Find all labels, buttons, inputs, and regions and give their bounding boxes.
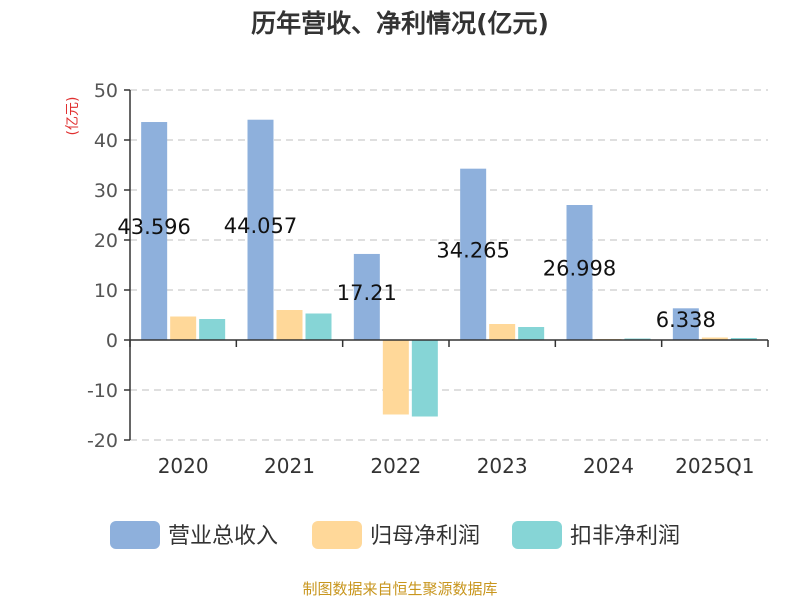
bar-3 [199,319,226,340]
bar-1 [460,168,487,340]
x-category-label: 2024 [583,454,634,478]
y-tick-label: 10 [94,280,118,302]
x-category-label: 2025Q1 [675,454,754,478]
bar-2 [701,337,728,340]
y-tick-labels: 50 40 30 20 10 0 -10 -20 [87,80,118,452]
data-label: 6.338 [656,308,716,332]
bar-1 [672,308,699,340]
data-label: 17.21 [337,281,397,305]
chart-title: 历年营收、净利情况(亿元) [251,9,549,38]
grid-lines [130,89,768,441]
x-category-label: 2023 [477,454,528,478]
data-labels: 43.596 44.057 17.21 34.265 26.998 6.338 [117,214,715,332]
source-note: 制图数据来自恒生聚源数据库 [302,580,497,598]
legend-swatch [512,521,562,549]
bar-1 [247,119,274,340]
data-label: 44.057 [224,214,297,238]
y-tick-label: 50 [94,80,118,102]
legend-label: 归母净利润 [370,524,480,549]
y-tick-label: 0 [106,330,118,352]
bar-3 [305,313,332,340]
data-label: 34.265 [436,238,509,262]
bar-2 [276,310,303,340]
legend: 营业总收入 归母净利润 扣非净利润 [110,521,680,549]
data-label: 26.998 [543,257,616,281]
bar-1 [566,205,593,340]
x-category-label: 2022 [370,454,421,478]
data-label: 43.596 [117,215,190,239]
y-tick-label: -20 [87,430,118,452]
bar-1 [141,122,168,341]
legend-label: 扣非净利润 [570,524,680,549]
legend-swatch [312,521,362,549]
y-tick-label: 30 [94,180,118,202]
bar-3 [411,340,438,417]
y-tick-label: 20 [94,230,118,252]
bar-3 [730,338,757,340]
axes-group [124,89,769,441]
bar-2 [382,340,409,415]
y-tick-label: 40 [94,130,118,152]
x-category-label: 2020 [158,454,209,478]
bar-2 [489,324,516,340]
y-unit-label: (亿元) [65,97,81,136]
y-tick-label: -10 [87,380,118,402]
legend-label: 营业总收入 [168,524,278,549]
bar-1 [353,253,380,340]
x-category-labels: 2020 2021 2022 2023 2024 2025Q1 [158,454,755,478]
x-category-label: 2021 [264,454,315,478]
bar-2 [170,316,197,340]
bar-3 [518,327,545,340]
legend-swatch [110,521,160,549]
bars-group [141,119,757,417]
